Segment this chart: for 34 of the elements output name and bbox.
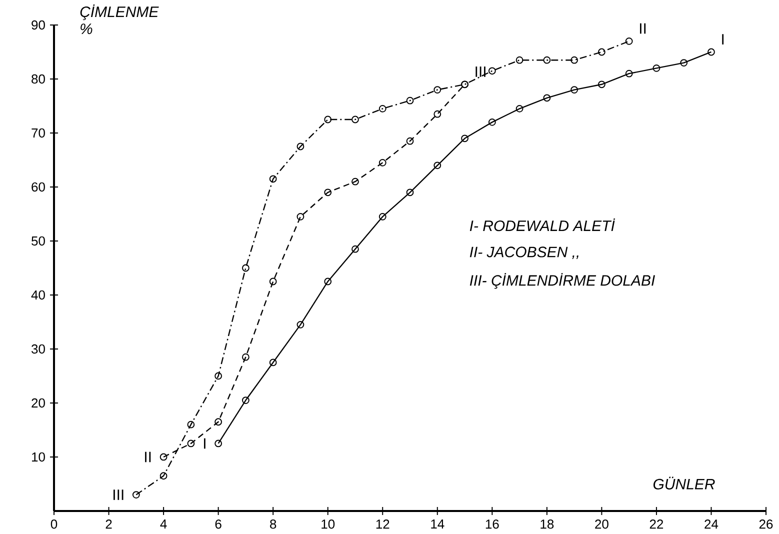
x-tick-label: 22	[650, 520, 664, 529]
y-tick-label: 30	[32, 344, 45, 354]
x-axis-title: GÜNLER	[653, 476, 715, 490]
x-tick-label: 0	[50, 520, 58, 529]
x-tick-label: 26	[759, 520, 773, 529]
y-tick-label: 90	[32, 20, 45, 30]
annotation: III	[476, 66, 486, 77]
annotation: I	[722, 34, 724, 44]
x-tick-label: 10	[322, 520, 335, 529]
annotation: III- ÇİMLENDİRME DOLABI	[470, 273, 655, 289]
x-tick-label: 14	[431, 520, 444, 528]
x-tick-label: 6	[215, 520, 222, 529]
y-tick-label: 10	[32, 452, 45, 462]
x-tick-label: 16	[486, 520, 499, 529]
annotation: I	[204, 438, 206, 449]
y-tick-label: 80	[32, 74, 45, 84]
y-axis-title: ÇİMLENME %	[80, 4, 159, 34]
x-tick-label: 20	[595, 520, 608, 529]
x-tick-label: 24	[704, 520, 718, 529]
annotation: III	[114, 490, 124, 500]
annotation: II	[640, 23, 646, 34]
y-tick-label: 20	[32, 398, 45, 408]
annotation: II- JACOBSEN ,,	[470, 246, 578, 260]
y-tick-label: 50	[32, 236, 45, 246]
y-tick-label: 40	[31, 290, 45, 300]
x-tick-label: 2	[106, 520, 112, 529]
y-tick-label: 70	[32, 128, 45, 138]
annotation: I- RODEWALD ALETİ	[470, 218, 616, 232]
x-tick-label: 12	[376, 520, 390, 529]
x-tick-label: 4	[160, 520, 167, 528]
x-tick-label: 8	[270, 520, 276, 529]
annotation: II	[145, 452, 151, 462]
y-tick-label: 60	[32, 182, 45, 192]
x-tick-label: 18	[540, 520, 554, 529]
